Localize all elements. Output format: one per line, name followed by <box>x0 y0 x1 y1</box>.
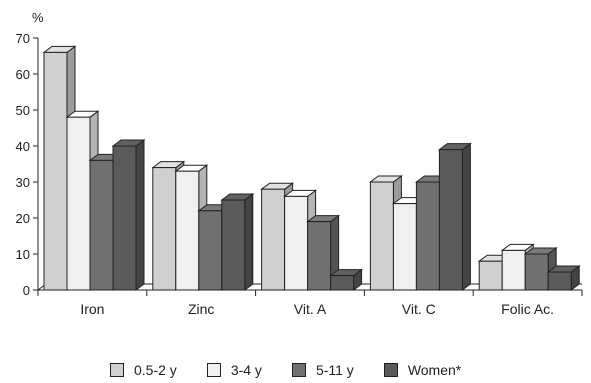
y-tick-label: 0 <box>23 283 30 298</box>
legend-swatch <box>291 363 306 377</box>
bars <box>42 45 581 291</box>
legend-label: Women* <box>407 362 462 378</box>
y-ticks: 0 10 20 30 40 50 60 70 <box>16 31 38 298</box>
bar <box>523 247 558 291</box>
legend-item: 5-11 y <box>291 362 354 378</box>
legend-item: 3-4 y <box>206 362 262 378</box>
legend-item: 0.5-2 y <box>110 362 177 378</box>
category-labels: Iron Zinc Vit. A Vit. C Folic Ac. <box>37 290 583 317</box>
y-axis-label: % <box>32 10 44 25</box>
bar <box>111 139 146 291</box>
category-label: Vit. A <box>294 301 327 317</box>
category-label: Iron <box>80 301 104 317</box>
legend-swatch <box>383 363 398 377</box>
legend-item: Women* <box>383 362 462 378</box>
bar <box>220 193 255 291</box>
legend-label: 3-4 y <box>230 362 262 378</box>
category-label: Zinc <box>188 301 214 317</box>
y-tick-label: 20 <box>16 211 30 226</box>
legend-swatch <box>110 363 124 377</box>
legend-label: 0.5-2 y <box>134 362 177 378</box>
y-tick-label: 30 <box>16 175 30 190</box>
legend-label: 5-11 y <box>315 362 354 378</box>
y-tick-label: 60 <box>16 67 30 82</box>
y-tick-label: 50 <box>16 103 30 118</box>
legend-swatch <box>206 363 221 377</box>
category-label: Folic Ac. <box>501 301 554 317</box>
bar <box>546 265 581 291</box>
category-label: Vit. C <box>402 301 436 317</box>
bar <box>329 268 364 291</box>
y-tick-label: 40 <box>16 139 30 154</box>
y-tick-label: 10 <box>16 247 30 262</box>
legend: 0.5-2 y 3-4 y 5-11 y Women* <box>110 362 491 378</box>
y-tick-label: 70 <box>16 31 30 46</box>
bar <box>306 214 341 291</box>
bar <box>437 142 472 291</box>
